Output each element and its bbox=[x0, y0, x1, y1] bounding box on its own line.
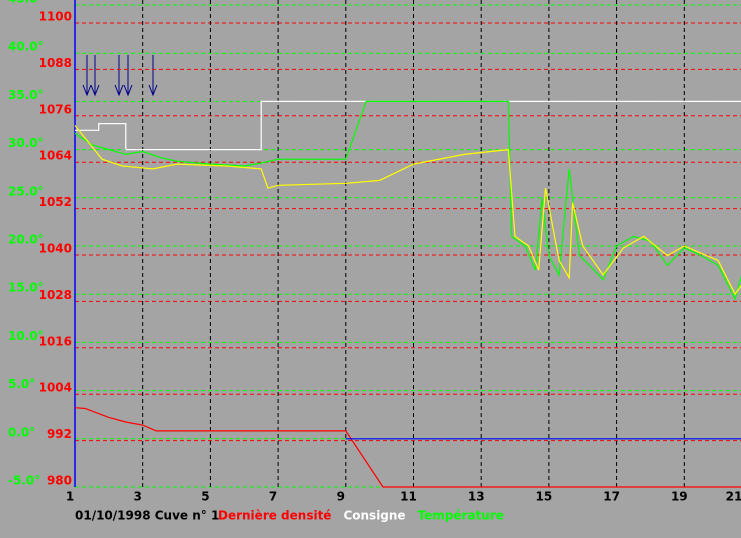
y2-tick-label: 0.0° bbox=[8, 425, 35, 439]
y-tick-label: 1052 bbox=[39, 195, 72, 209]
y2-tick-label: 30.0° bbox=[8, 136, 44, 150]
y2-tick-label: 20.0° bbox=[8, 233, 44, 247]
series-line bbox=[74, 100, 741, 301]
y2-tick-label: 25.0° bbox=[8, 184, 44, 198]
y2-tick-label: 40.0° bbox=[8, 40, 44, 54]
y-tick-label: 1016 bbox=[39, 334, 72, 348]
x-tick-label: 9 bbox=[337, 490, 345, 504]
y2-tick-label: 5.0° bbox=[8, 377, 35, 391]
chart-title: 01/10/1998 Cuve n° 1 bbox=[75, 509, 219, 523]
x-tick-label: 1 bbox=[66, 490, 74, 504]
x-tick-label: 21 bbox=[726, 490, 741, 504]
x-tick-label: 19 bbox=[671, 490, 688, 504]
y2-tick-label: 15.0° bbox=[8, 281, 44, 295]
x-tick-label: 5 bbox=[201, 490, 209, 504]
y-tick-label: 1064 bbox=[39, 149, 72, 163]
legend-entry: Température bbox=[418, 509, 504, 523]
y-tick-label: 1040 bbox=[39, 242, 72, 256]
y2-tick-label: 35.0° bbox=[8, 88, 44, 102]
y-tick-label: 1088 bbox=[39, 56, 72, 70]
legend-entry: Dernière densité bbox=[218, 509, 331, 523]
series-line bbox=[74, 125, 741, 296]
y-tick-label: 980 bbox=[47, 474, 72, 488]
y2-tick-label: -5.0° bbox=[8, 474, 40, 488]
x-tick-label: 17 bbox=[603, 490, 620, 504]
y-tick-label: 992 bbox=[47, 427, 72, 441]
x-tick-label: 11 bbox=[400, 490, 417, 504]
y-tick-label: 1004 bbox=[39, 381, 72, 395]
series-line bbox=[75, 100, 741, 151]
y2-tick-label: 10.0° bbox=[8, 329, 44, 343]
y-tick-label: 1028 bbox=[39, 288, 72, 302]
y-tick-label: 1100 bbox=[39, 10, 72, 24]
legend-entry: Consigne bbox=[343, 509, 405, 523]
series-line bbox=[74, 407, 741, 488]
x-tick-label: 7 bbox=[269, 490, 277, 504]
x-tick-label: 3 bbox=[134, 490, 142, 504]
x-tick-label: 13 bbox=[468, 490, 485, 504]
y-tick-label: 1076 bbox=[39, 102, 72, 116]
event-arrows bbox=[82, 55, 158, 97]
x-tick-label: 15 bbox=[536, 490, 553, 504]
y2-tick-label: 45.0° bbox=[8, 0, 44, 6]
